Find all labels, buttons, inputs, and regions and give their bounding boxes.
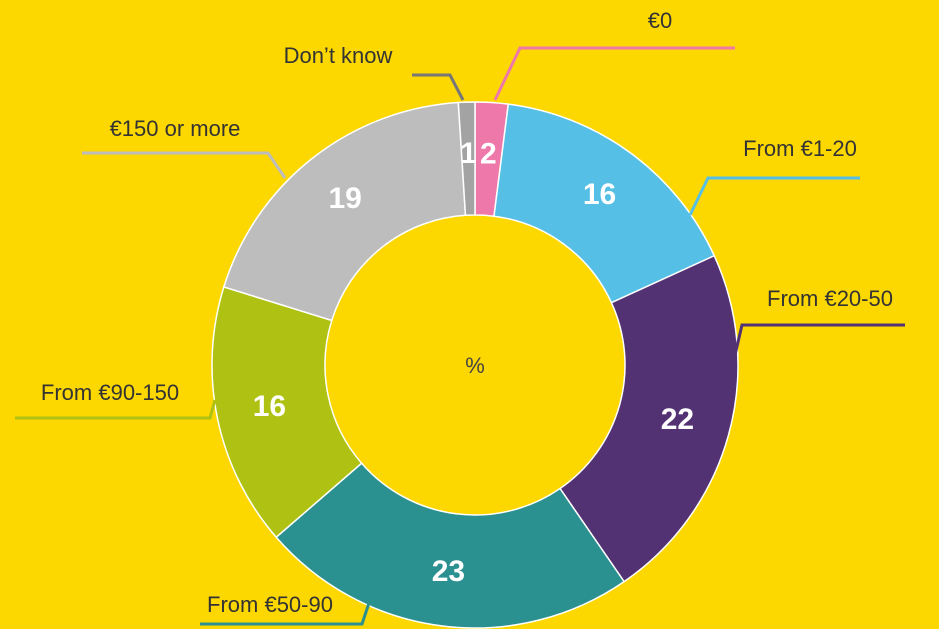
category-label: €150 or more	[110, 116, 241, 141]
leader-line	[733, 323, 905, 356]
donut-slice	[222, 101, 467, 322]
donut-slice	[457, 101, 476, 217]
leader-line	[82, 151, 287, 179]
category-label: €0	[648, 8, 672, 33]
donut-slice	[275, 462, 626, 629]
leader-line	[15, 399, 217, 420]
donut-slice	[559, 254, 739, 583]
leader-line	[688, 176, 860, 216]
data-label: 23	[432, 555, 465, 588]
donut-slice	[211, 285, 363, 539]
data-label: 1	[460, 137, 477, 170]
leader-line	[493, 46, 735, 101]
data-label: 16	[583, 178, 616, 211]
center-label: %	[465, 353, 485, 378]
leader-line	[200, 599, 372, 626]
data-label: 22	[661, 403, 694, 436]
data-label: 16	[253, 390, 286, 423]
category-label: Don’t know	[284, 43, 393, 68]
data-label: 19	[328, 182, 361, 215]
data-label: 2	[480, 137, 497, 170]
leader-line	[412, 73, 465, 101]
category-label: From €20-50	[767, 286, 893, 311]
donut-slice	[493, 103, 716, 304]
category-label: From €1-20	[743, 136, 857, 161]
category-label: From €90-150	[41, 380, 179, 405]
category-label: From €50-90	[207, 592, 333, 617]
